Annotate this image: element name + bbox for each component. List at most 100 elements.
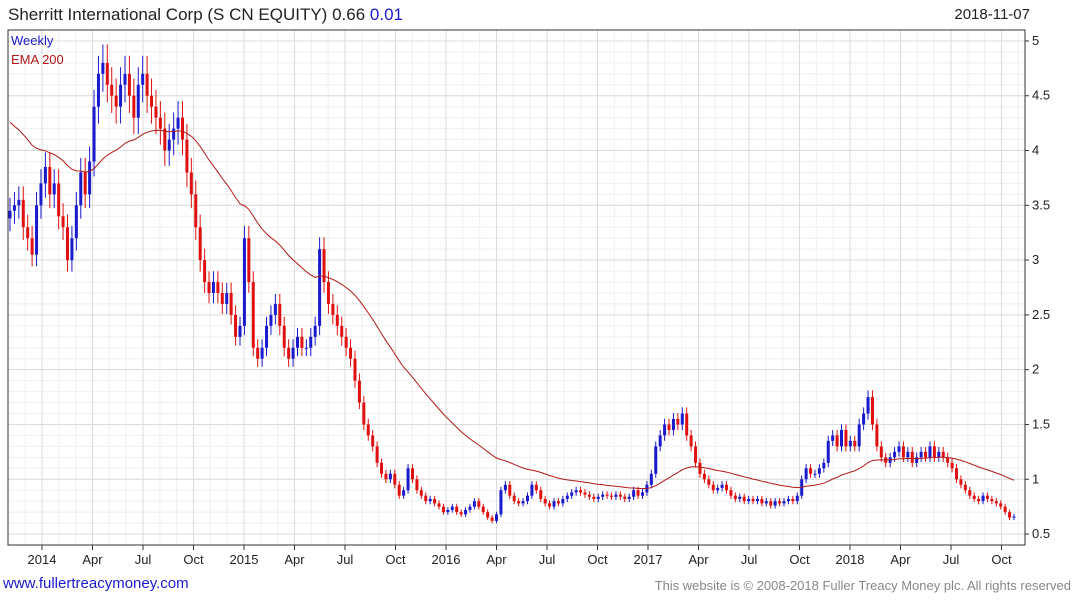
price-change: 0.01 [369, 5, 403, 24]
candle-body [910, 451, 914, 463]
candle-body [680, 413, 684, 425]
candle-body [963, 484, 967, 491]
candle-body [610, 495, 614, 497]
candle-body [366, 424, 370, 436]
candle-body [88, 161, 92, 195]
x-tick-label: Oct [385, 552, 406, 567]
candle-body [17, 199, 21, 206]
candle-body [234, 314, 238, 337]
candle-body [486, 512, 490, 518]
candle-body [180, 117, 184, 140]
candle-body [733, 495, 737, 499]
candle-body [158, 117, 162, 129]
candle-body [915, 457, 919, 463]
candle-body [587, 494, 591, 497]
candle-body [114, 95, 118, 107]
candle-body [428, 498, 432, 502]
candle-body [561, 498, 565, 504]
candle-body [671, 418, 675, 430]
x-tick-label: Oct [183, 552, 204, 567]
candle-body [711, 484, 715, 491]
candle-body [371, 435, 375, 447]
y-tick-label: 1.5 [1032, 416, 1050, 431]
candle-body [999, 503, 1003, 507]
candle-body [773, 501, 777, 506]
site-link[interactable]: www.fullertreacymoney.com [3, 575, 189, 592]
candle-body [525, 495, 529, 502]
candle-body [57, 183, 61, 217]
candle-body [410, 468, 414, 480]
candle-body [946, 457, 950, 463]
legend-ema: EMA 200 [11, 52, 64, 67]
y-tick-label: 3 [1032, 252, 1039, 267]
candle-body [817, 468, 821, 474]
candle-body [344, 336, 348, 348]
candle-body [804, 468, 808, 480]
x-tick-label: Oct [789, 552, 810, 567]
candle-body [331, 303, 335, 315]
candle-body [791, 498, 795, 502]
candle-body [716, 488, 720, 491]
candle-body [512, 495, 516, 502]
candle-body [924, 451, 928, 458]
candle-body [242, 238, 246, 326]
candle-body [150, 95, 154, 107]
y-axis: 0.5 1 1.5 2 2.5 3 3.5 4 4.5 5 [1025, 33, 1050, 541]
candle-body [211, 282, 215, 293]
candle-body [96, 73, 100, 107]
candle-body [176, 117, 180, 129]
candle-body [663, 424, 667, 436]
candle-body [464, 509, 468, 515]
candle-body [658, 435, 662, 447]
x-tick-label: Apr [82, 552, 103, 567]
candle-body [552, 501, 556, 507]
candle-body [291, 347, 295, 359]
candle-body [826, 440, 830, 463]
y-tick-label: 2 [1032, 362, 1039, 377]
candle-body [654, 446, 658, 474]
candle-body [977, 498, 981, 502]
candle-body [707, 479, 711, 485]
candle-body [393, 473, 397, 485]
candle-body [326, 282, 330, 304]
candle-body [1012, 516, 1016, 518]
candle-body [375, 446, 379, 463]
candle-body [132, 95, 136, 118]
candle-body [127, 73, 131, 96]
x-tick-label: 2014 [28, 552, 57, 567]
candle-body [446, 509, 450, 513]
candle-body [809, 468, 813, 474]
candle-body [955, 468, 959, 480]
x-tick-label: Jul [741, 552, 758, 567]
candle-body [39, 183, 43, 206]
candle-body [795, 495, 799, 502]
candle-body [530, 484, 534, 496]
candle-body [667, 424, 671, 430]
candle-body [65, 227, 69, 261]
candle-body [702, 473, 706, 480]
candle-body [738, 496, 742, 499]
candle-body [349, 347, 353, 359]
candle-body [136, 84, 140, 118]
candle-body [862, 413, 866, 425]
candle-body [203, 260, 207, 283]
candle-body [194, 194, 198, 228]
x-tick-label: Jul [943, 552, 960, 567]
candle-body [835, 435, 839, 447]
candle-body [30, 238, 34, 255]
candle-body [397, 484, 401, 496]
candle-body [154, 106, 158, 118]
candle-body [119, 84, 123, 107]
security-name: Sherritt International Corp (S CN EQUITY… [8, 5, 328, 24]
candle-body [786, 498, 790, 502]
candle-body [601, 494, 605, 497]
candle-body [12, 205, 16, 211]
candle-body [870, 397, 874, 425]
candle-body [35, 205, 39, 255]
candle-body [897, 446, 901, 452]
candle-body [247, 238, 251, 283]
candle-body [755, 498, 759, 502]
candle-body [123, 73, 127, 85]
candle-body [857, 424, 861, 447]
candle-body [676, 418, 680, 425]
